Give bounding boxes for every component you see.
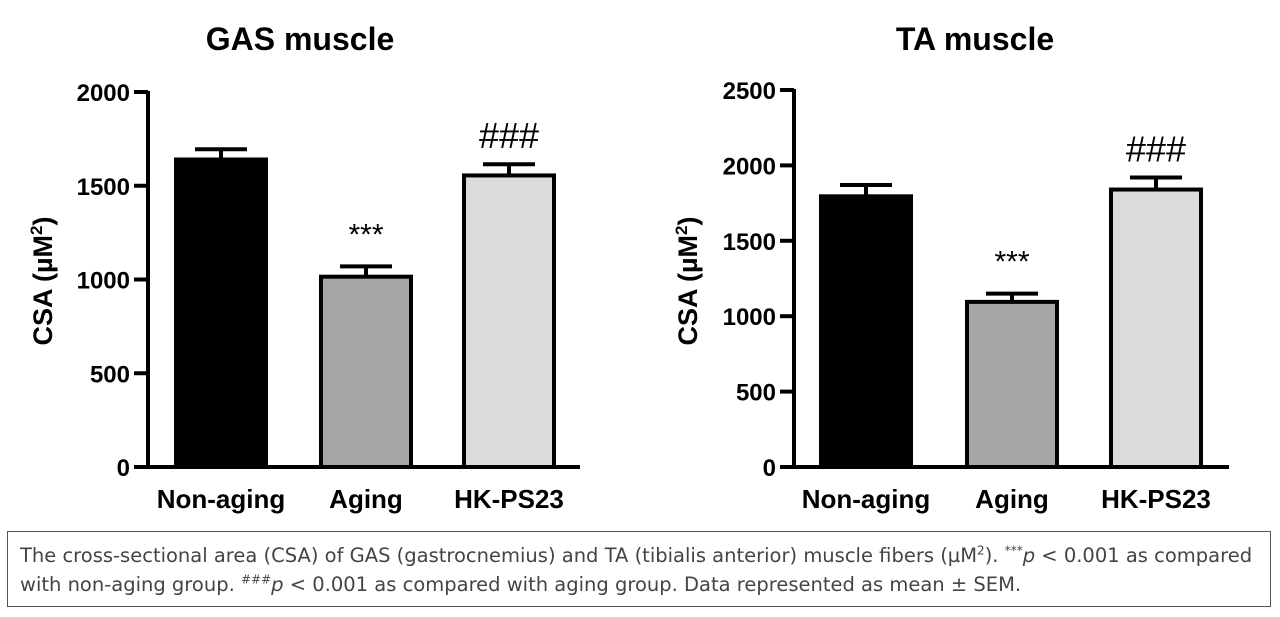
gas-y-tick-label: 1000 <box>77 268 130 295</box>
gas-bar-hk-ps23 <box>462 173 556 469</box>
ta-y-axis-label-sup: 2 <box>672 225 691 234</box>
ta-category-label-aging: Aging <box>975 484 1049 514</box>
gas-significance-hk-ps23: ### <box>479 115 539 156</box>
ta-y-tick-label: 0 <box>763 455 776 482</box>
ta-y-axis-label-main: CSA (µM <box>673 235 703 346</box>
ta-bar-non-aging <box>819 194 913 469</box>
caption-hash-sup: ### <box>240 572 272 587</box>
caption-text-3: < 0.001 as compared with non-aging group… <box>20 544 1253 596</box>
caption-p-2: p <box>271 573 284 596</box>
gas-category-label-hk-ps23: HK-PS23 <box>454 484 564 514</box>
ta-y-tick-label: 2000 <box>723 153 776 180</box>
ta-significance-aging: *** <box>994 246 1029 279</box>
ta-y-axis-label-close: ) <box>673 216 703 225</box>
gas-y-axis-label: CSA (µM2) <box>27 216 58 345</box>
gas-category-label-aging: Aging <box>329 484 403 514</box>
ta-y-tick-label: 500 <box>736 380 776 407</box>
ta-y-axis-label: CSA (µM2) <box>672 216 703 345</box>
caption-stars-sup: *** <box>1004 543 1023 558</box>
figure-caption: The cross-sectional area (CSA) of GAS (g… <box>7 531 1271 607</box>
ta-significance-hk-ps23: ### <box>1126 128 1186 169</box>
ta-y-tick-label: 1000 <box>723 304 776 331</box>
gas-significance-aging: *** <box>348 218 383 251</box>
gas-y-tick-label: 0 <box>117 455 130 482</box>
gas-bar-non-aging <box>174 157 268 469</box>
ta-y-tick-label: 1500 <box>723 229 776 256</box>
gas-y-tick-label: 1500 <box>77 174 130 201</box>
caption-text-1: The cross-sectional area (CSA) of GAS (g… <box>20 544 978 567</box>
gas-y-tick-label: 500 <box>90 361 130 388</box>
ta-chart-title: TA muscle <box>896 21 1054 57</box>
ta-y-tick-label: 2500 <box>723 78 776 105</box>
caption-text-2: ). <box>984 544 1005 567</box>
gas-bar-aging <box>319 274 413 469</box>
gas-y-axis-label-main: CSA (µM <box>28 235 58 346</box>
ta-category-label-non-aging: Non-aging <box>802 484 931 514</box>
caption-text-4: < 0.001 as compared with aging group. Da… <box>283 573 1022 596</box>
ta-bar-hk-ps23 <box>1109 187 1203 469</box>
ta-bar-aging <box>965 299 1059 469</box>
gas-y-axis-label-close: ) <box>28 216 58 225</box>
caption-p-1: p <box>1022 544 1036 567</box>
gas-y-axis-label-sup: 2 <box>27 225 46 234</box>
gas-category-label-non-aging: Non-aging <box>157 484 286 514</box>
caption-unit-sup: 2 <box>977 543 985 558</box>
gas-y-tick-label: 2000 <box>77 80 130 107</box>
gas-chart-title: GAS muscle <box>206 21 395 57</box>
ta-category-label-hk-ps23: HK-PS23 <box>1101 484 1211 514</box>
